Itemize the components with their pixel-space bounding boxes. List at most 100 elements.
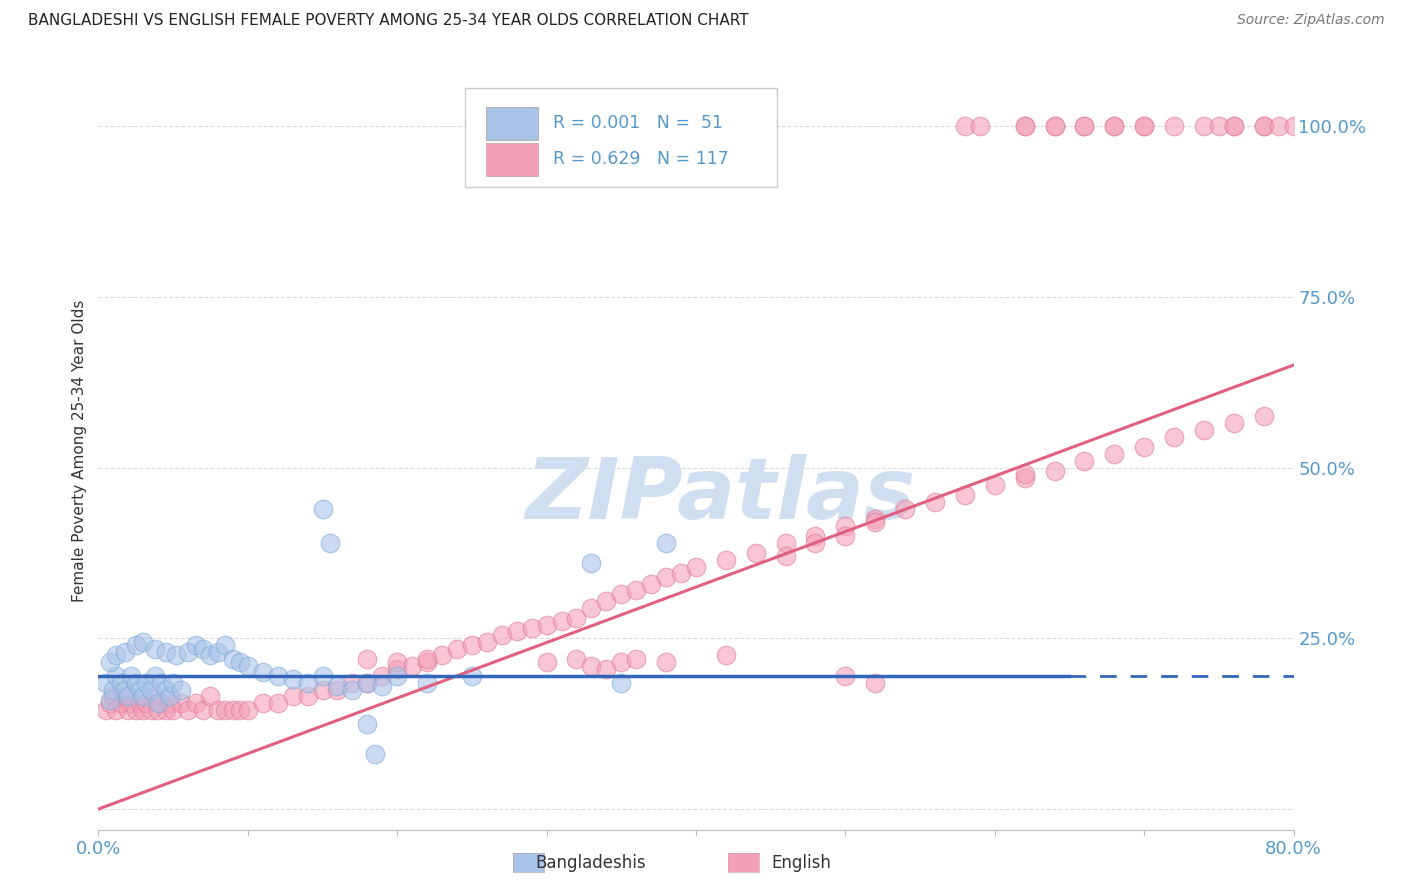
Point <box>565 611 588 625</box>
Point <box>143 690 166 704</box>
Point <box>655 535 678 549</box>
Point <box>356 652 378 666</box>
Point <box>745 546 768 560</box>
Text: BANGLADESHI VS ENGLISH FEMALE POVERTY AMONG 25-34 YEAR OLDS CORRELATION CHART: BANGLADESHI VS ENGLISH FEMALE POVERTY AM… <box>28 13 749 29</box>
Y-axis label: Female Poverty Among 25-34 Year Olds: Female Poverty Among 25-34 Year Olds <box>72 300 87 601</box>
Point <box>132 690 155 704</box>
Point <box>252 696 274 710</box>
Point <box>834 669 856 683</box>
Point <box>475 634 498 648</box>
Point <box>159 696 181 710</box>
Point <box>865 515 887 529</box>
Point <box>129 696 152 710</box>
FancyBboxPatch shape <box>485 107 538 140</box>
Point <box>94 675 117 690</box>
Point <box>804 529 827 543</box>
Point <box>520 621 543 635</box>
Point <box>356 675 378 690</box>
Point <box>297 690 319 704</box>
Point <box>184 696 207 710</box>
Point <box>169 696 191 710</box>
Point <box>139 682 162 697</box>
Point <box>984 477 1007 491</box>
Point <box>1133 119 1156 133</box>
Point <box>326 679 349 693</box>
Point <box>595 593 617 607</box>
Point <box>1104 119 1126 133</box>
Point <box>229 703 252 717</box>
Point <box>536 655 558 669</box>
Point <box>1163 119 1185 133</box>
Point <box>222 703 245 717</box>
Point <box>114 645 136 659</box>
Point <box>685 559 707 574</box>
Point <box>1014 119 1036 133</box>
Point <box>610 675 633 690</box>
Point <box>626 583 648 598</box>
Point <box>103 690 125 704</box>
Point <box>132 634 155 648</box>
Point <box>640 576 662 591</box>
Point <box>1223 416 1246 430</box>
Point <box>177 703 200 717</box>
Point <box>129 682 152 697</box>
Point <box>1104 119 1126 133</box>
Point <box>162 703 184 717</box>
Point <box>135 696 157 710</box>
Point <box>385 662 409 676</box>
Point <box>207 645 229 659</box>
Point <box>200 690 222 704</box>
Point <box>135 675 157 690</box>
Point <box>1104 447 1126 461</box>
Point <box>143 669 166 683</box>
Point <box>356 716 378 731</box>
Point <box>595 662 617 676</box>
Point <box>165 648 187 663</box>
Point <box>385 669 409 683</box>
Point <box>103 682 125 697</box>
Point <box>267 696 290 710</box>
Point <box>148 703 170 717</box>
Point <box>775 549 797 564</box>
Point <box>114 682 136 697</box>
Text: Source: ZipAtlas.com: Source: ZipAtlas.com <box>1237 13 1385 28</box>
Point <box>155 682 177 697</box>
Point <box>125 638 148 652</box>
Point <box>150 675 173 690</box>
Point <box>297 675 319 690</box>
Point <box>1073 119 1095 133</box>
Point <box>120 669 142 683</box>
Point <box>139 703 162 717</box>
Point <box>169 682 191 697</box>
Point <box>714 648 737 663</box>
Point <box>117 690 139 704</box>
Point <box>610 587 633 601</box>
Point <box>214 638 236 652</box>
Point <box>865 675 887 690</box>
Point <box>356 675 378 690</box>
Point <box>110 696 132 710</box>
Point <box>1014 471 1036 485</box>
Point <box>461 669 484 683</box>
Point <box>155 645 177 659</box>
Text: English: English <box>772 855 831 872</box>
Point <box>184 638 207 652</box>
Point <box>114 690 136 704</box>
Point <box>655 570 678 584</box>
Point <box>150 696 173 710</box>
Point <box>159 690 181 704</box>
Point <box>207 703 229 717</box>
Point <box>214 703 236 717</box>
Point <box>775 535 797 549</box>
Point <box>236 703 259 717</box>
Point <box>1253 119 1275 133</box>
Point <box>105 703 128 717</box>
Point <box>236 658 259 673</box>
Point <box>430 648 453 663</box>
Point <box>610 655 633 669</box>
Point <box>371 669 394 683</box>
Point <box>1282 119 1305 133</box>
Point <box>125 703 148 717</box>
Point <box>143 641 166 656</box>
Point <box>311 669 333 683</box>
